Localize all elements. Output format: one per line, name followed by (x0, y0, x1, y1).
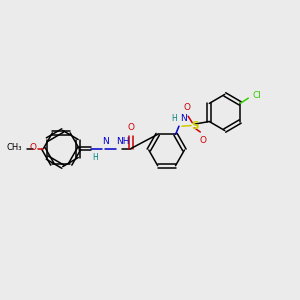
Text: H: H (92, 154, 98, 163)
Text: Cl: Cl (252, 91, 261, 100)
Text: H: H (171, 114, 177, 123)
Text: S: S (192, 121, 199, 130)
Text: CH₃: CH₃ (7, 143, 22, 152)
Text: N: N (102, 137, 109, 146)
Text: O: O (29, 143, 36, 152)
Text: O: O (183, 103, 190, 112)
Text: NH: NH (116, 137, 130, 146)
Text: O: O (199, 136, 206, 145)
Text: O: O (128, 124, 134, 133)
Text: N: N (180, 114, 187, 123)
